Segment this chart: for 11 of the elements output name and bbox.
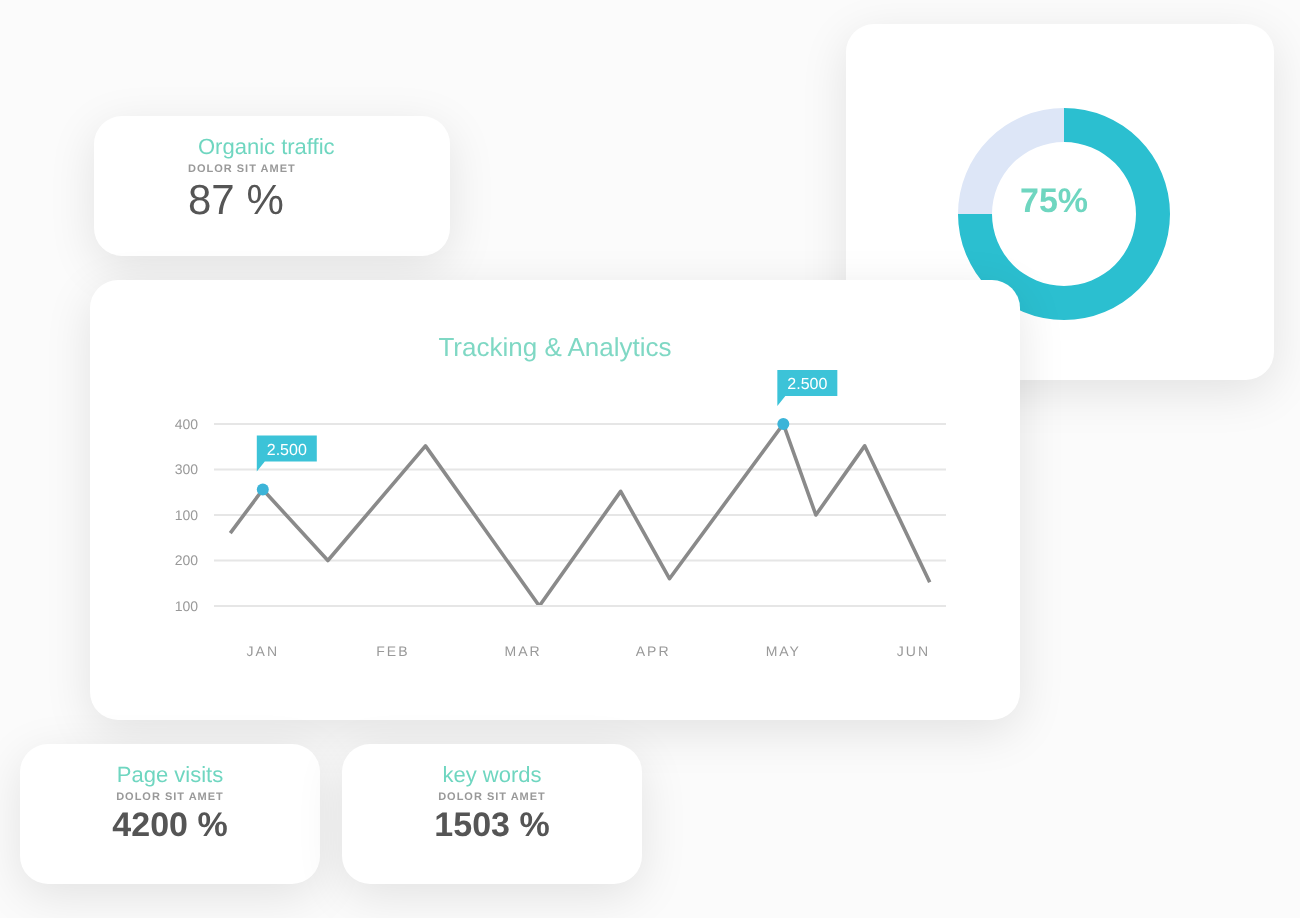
text: Organic traffic <box>196 136 337 160</box>
text: 4200 % <box>110 806 230 846</box>
text: 87 % <box>186 178 286 226</box>
annotation: 2.500 <box>787 375 829 393</box>
text: 75% <box>1017 182 1091 222</box>
text: key words <box>440 764 544 788</box>
text: Page visits <box>114 764 226 788</box>
text: 1503 % <box>432 806 552 846</box>
donut-slice <box>958 108 1170 320</box>
annotation: 2.500 <box>266 440 308 459</box>
chart-title: Tracking & Analytics <box>436 332 674 362</box>
